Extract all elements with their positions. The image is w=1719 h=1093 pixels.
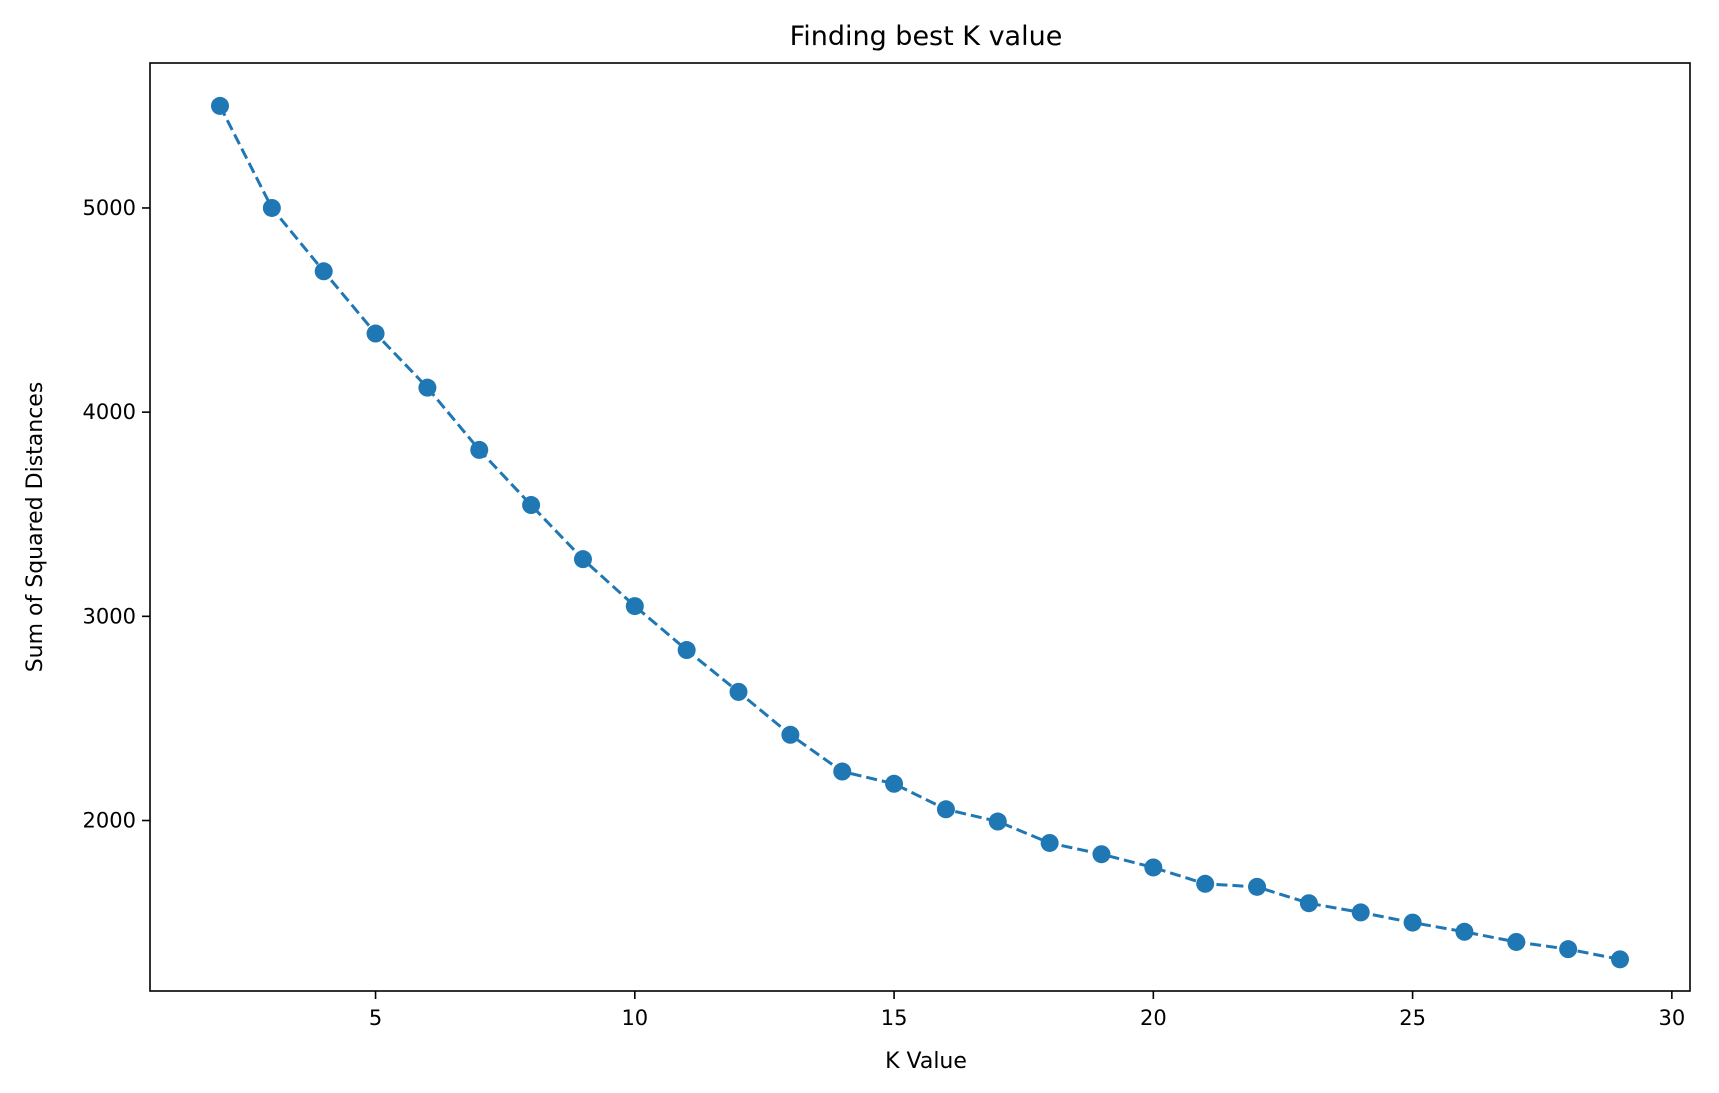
y-tick-label: 2000 (83, 809, 136, 833)
data-point (470, 440, 489, 459)
x-axis-label: K Value (885, 1049, 967, 1074)
data-point (262, 198, 281, 217)
x-tick-label: 20 (1140, 1006, 1167, 1030)
data-point (418, 378, 437, 397)
data-point (1559, 940, 1578, 959)
data-point (625, 597, 644, 616)
data-point (314, 262, 333, 281)
y-tick-label: 4000 (83, 400, 136, 424)
x-tick-label: 10 (621, 1006, 648, 1030)
data-point (988, 812, 1007, 831)
data-point (211, 96, 229, 115)
data-point (1455, 922, 1474, 941)
data-point (1507, 932, 1526, 951)
data-point (1144, 858, 1163, 877)
data-point (1403, 913, 1422, 932)
y-axis: 2000 3000 4000 5000 (83, 196, 150, 833)
x-tick-label: 15 (881, 1006, 908, 1030)
x-tick-label: 25 (1399, 1006, 1426, 1030)
plot-frame (149, 62, 1691, 992)
data-point (1196, 874, 1215, 893)
data-point (1040, 833, 1059, 852)
data-point (1092, 845, 1111, 864)
data-point (833, 762, 852, 781)
data-point (1248, 877, 1267, 896)
series-line (218, 105, 1621, 961)
data-point (677, 641, 696, 660)
chart-title: Finding best K value (790, 21, 1063, 52)
y-tick-label: 3000 (83, 604, 136, 628)
y-tick-label: 5000 (83, 196, 136, 220)
data-point (1611, 950, 1629, 969)
x-tick-label: 30 (1658, 1006, 1685, 1030)
data-point (885, 774, 904, 793)
x-tick-label: 5 (369, 1006, 382, 1030)
x-axis: 5 10 15 20 25 30 (369, 991, 1685, 1030)
data-point (366, 324, 385, 343)
data-point (729, 682, 748, 701)
y-axis-label: Sum of Squared Distances (23, 382, 48, 673)
data-point (1351, 903, 1370, 922)
data-point (1299, 894, 1318, 913)
data-point (936, 800, 955, 819)
data-point (781, 725, 800, 744)
data-point (522, 496, 541, 515)
plot-area (211, 96, 1629, 969)
data-point (573, 550, 592, 569)
